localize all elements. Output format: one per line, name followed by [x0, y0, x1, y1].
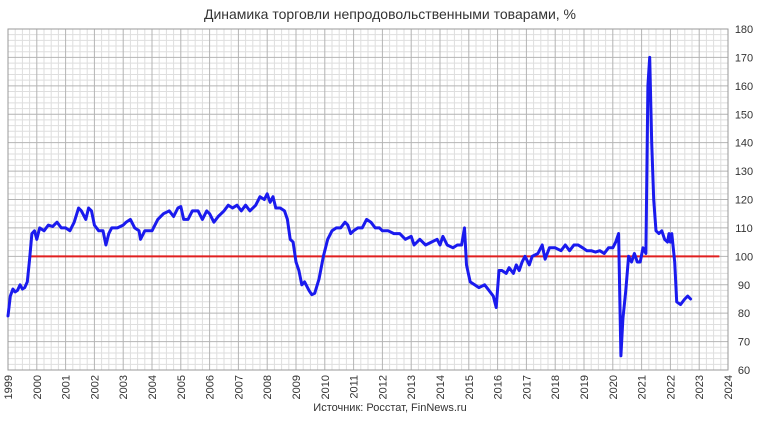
x-tick-label: 2014 — [435, 375, 447, 399]
chart-title: Динамика торговли непродовольственными т… — [204, 6, 576, 22]
x-tick-label: 2017 — [521, 375, 533, 399]
x-tick-label: 2003 — [118, 375, 130, 399]
y-tick-label: 160 — [735, 81, 753, 93]
x-tick-label: 2000 — [32, 375, 44, 399]
x-tick-label: 2016 — [493, 375, 505, 399]
x-tick-label: 2011 — [349, 375, 361, 399]
x-tick-label: 2004 — [147, 375, 159, 399]
y-tick-label: 70 — [738, 337, 750, 349]
y-tick-label: 60 — [738, 365, 750, 377]
x-tick-label: 2006 — [205, 375, 217, 399]
x-tick-label: 2018 — [550, 375, 562, 399]
y-axis-tick-labels: 60 70 80 90 100 110 120 130 140 150 160 170 180 — [735, 24, 753, 377]
major-gridlines — [7, 28, 729, 371]
y-tick-label: 100 — [735, 251, 753, 263]
x-tick-label: 2008 — [262, 375, 274, 399]
chart-source-note: Источник: Росстат, FinNews.ru — [313, 402, 466, 414]
x-tick-label: 2024 — [723, 375, 735, 399]
x-tick-label: 2009 — [291, 375, 303, 399]
x-tick-label: 2005 — [176, 375, 188, 399]
y-tick-label: 140 — [735, 138, 753, 150]
x-tick-label: 2013 — [406, 375, 418, 399]
y-tick-label: 170 — [735, 52, 753, 64]
x-axis-tick-labels: 1999 2000 2001 2002 2003 2004 2005 2006 2007 2008… — [3, 375, 735, 399]
series-line — [6, 55, 693, 358]
x-tick-label: 2002 — [89, 375, 101, 399]
x-tick-label: 2022 — [665, 375, 677, 399]
x-tick-label: 2023 — [694, 375, 706, 399]
y-tick-label: 80 — [738, 308, 750, 320]
x-tick-label: 2019 — [579, 375, 591, 399]
x-tick-label: 2020 — [608, 375, 620, 399]
y-tick-label: 110 — [735, 223, 753, 235]
x-tick-label: 2007 — [233, 375, 245, 399]
x-tick-label: 1999 — [3, 375, 15, 399]
x-tick-label: 2015 — [464, 375, 476, 399]
y-tick-label: 150 — [735, 109, 753, 121]
x-tick-label: 2012 — [377, 375, 389, 399]
x-tick-label: 2001 — [61, 375, 73, 399]
plot-frame — [7, 28, 729, 371]
y-tick-label: 180 — [735, 24, 753, 36]
y-tick-label: 90 — [738, 280, 750, 292]
y-tick-label: 130 — [735, 166, 753, 178]
y-tick-label: 120 — [735, 195, 753, 207]
x-tick-label: 2021 — [637, 375, 649, 399]
x-tick-label: 2010 — [320, 375, 332, 399]
